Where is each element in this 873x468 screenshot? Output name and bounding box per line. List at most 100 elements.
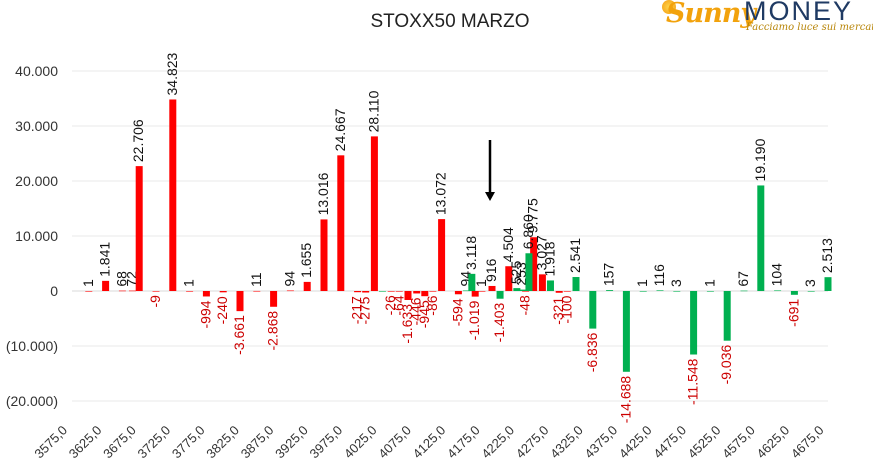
bar <box>589 291 597 329</box>
y-tick-label: 0 <box>50 283 58 299</box>
bar <box>152 291 160 292</box>
bar <box>530 237 538 291</box>
data-label: -86 <box>424 295 440 315</box>
bar <box>320 219 328 291</box>
data-label: 22.706 <box>130 119 146 162</box>
data-label: -446 <box>408 297 424 325</box>
data-label: -594 <box>449 298 465 326</box>
y-tick-label: (10.000) <box>6 338 58 354</box>
x-tick-label: 3725,0 <box>135 423 174 462</box>
x-tick-label: 4125,0 <box>410 423 449 462</box>
data-label: 94 <box>281 271 297 287</box>
data-label: -240 <box>214 296 230 324</box>
data-label: 1 <box>701 279 717 287</box>
x-tick-label: 3775,0 <box>169 423 208 462</box>
sunny-money-logo: Sunny MONEY Facciamo luce sui mercati <box>662 0 873 40</box>
data-label: 6.860 <box>520 214 536 249</box>
bar <box>253 290 261 292</box>
bar <box>85 290 93 292</box>
logo-tagline: Facciamo luce sui mercati <box>746 22 873 33</box>
bar <box>790 291 798 295</box>
chart-title: STOXX50 MARZO <box>370 11 530 32</box>
bar <box>102 280 110 291</box>
data-label: 1.841 <box>97 242 113 277</box>
bar <box>690 291 698 355</box>
data-label: 525 <box>508 261 524 285</box>
bar <box>169 99 177 291</box>
x-tick-label: 4225,0 <box>478 423 517 462</box>
data-label: 2.541 <box>567 238 583 273</box>
bar <box>606 290 614 291</box>
logo-brand-right: MONEY <box>744 0 854 26</box>
bar <box>824 277 832 291</box>
x-tick-label: 4025,0 <box>341 423 380 462</box>
bar <box>186 290 194 292</box>
x-tick-label: 4375,0 <box>582 423 621 462</box>
data-label: 253 <box>513 262 529 286</box>
data-label: -321 <box>550 297 566 325</box>
bar <box>505 266 513 291</box>
bar <box>563 291 571 292</box>
x-tick-label: 4575,0 <box>719 423 758 462</box>
bar <box>413 291 421 294</box>
x-tick-label: 3575,0 <box>31 423 70 462</box>
data-label: -275 <box>357 296 373 324</box>
logo-brand-left: Sunny <box>666 0 756 29</box>
y-tick-label: 30.000 <box>15 118 58 134</box>
data-label: 11 <box>248 272 264 287</box>
x-tick-label: 4625,0 <box>753 423 792 462</box>
bar <box>572 277 580 291</box>
data-label: 2.513 <box>819 238 835 273</box>
y-tick-label: 40.000 <box>15 63 58 79</box>
bar <box>370 136 378 291</box>
bar <box>513 288 521 291</box>
bar <box>471 291 479 297</box>
x-tick-label: 3675,0 <box>100 423 139 462</box>
bar <box>546 280 554 291</box>
data-label: 9.775 <box>525 198 541 233</box>
data-label: 34.823 <box>164 52 180 95</box>
x-tick-label: 4525,0 <box>685 423 724 462</box>
data-label: -11.548 <box>685 358 701 405</box>
data-label: -945 <box>416 300 432 328</box>
data-label: -1.019 <box>466 300 482 340</box>
data-label: 1 <box>473 279 489 287</box>
x-tick-label: 4675,0 <box>788 423 827 462</box>
annotation-arrow-head <box>485 192 495 201</box>
bar <box>555 291 563 293</box>
data-label: 1 <box>80 279 96 287</box>
x-tick-label: 4275,0 <box>513 423 552 462</box>
bar <box>639 290 647 292</box>
bar <box>404 291 412 300</box>
bar <box>656 290 664 291</box>
data-label: -9 <box>147 295 163 308</box>
x-tick-label: 4175,0 <box>444 423 483 462</box>
data-label: 72 <box>123 271 139 287</box>
x-tick-label: 3825,0 <box>203 423 242 462</box>
bar <box>673 290 681 292</box>
data-label: -3.661 <box>231 315 247 355</box>
bar <box>303 281 311 291</box>
bar <box>236 291 244 312</box>
x-tick-label: 3925,0 <box>272 423 311 462</box>
bar <box>525 253 533 291</box>
x-tick-label: 4475,0 <box>650 423 689 462</box>
bar <box>219 291 227 293</box>
bar <box>723 291 731 341</box>
data-label: 3.027 <box>533 235 549 270</box>
bar <box>395 291 403 292</box>
data-label: -14.688 <box>617 376 633 424</box>
data-label: 13.072 <box>433 172 449 215</box>
data-label: 916 <box>483 258 499 282</box>
x-tick-label: 4075,0 <box>375 423 414 462</box>
data-label: -1.633 <box>399 304 415 344</box>
bar <box>496 291 504 299</box>
bar <box>706 290 714 292</box>
data-label: -64 <box>390 295 406 315</box>
bar <box>774 290 782 292</box>
bar <box>454 291 462 295</box>
data-label: -26 <box>382 295 398 315</box>
data-label: 1.655 <box>298 243 314 278</box>
data-label: 1 <box>634 279 650 287</box>
bar <box>135 166 143 291</box>
